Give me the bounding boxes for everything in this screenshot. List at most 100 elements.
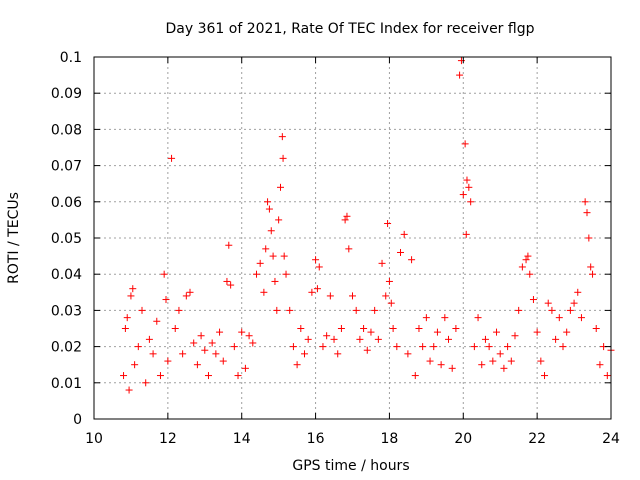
data-point <box>426 357 434 365</box>
data-point <box>134 343 142 351</box>
data-point <box>179 350 187 358</box>
data-point <box>419 343 427 351</box>
data-point <box>371 306 379 314</box>
data-point <box>252 270 260 278</box>
data-point <box>142 379 150 387</box>
data-point <box>313 285 321 293</box>
y-tick-label: 0.08 <box>51 122 82 138</box>
data-point <box>278 133 286 141</box>
data-point <box>280 252 288 260</box>
data-point <box>120 372 128 380</box>
data-points-layer <box>120 57 615 394</box>
data-point <box>123 314 131 322</box>
data-point <box>441 314 449 322</box>
data-point <box>245 332 253 340</box>
data-point <box>230 343 238 351</box>
data-point <box>153 317 161 325</box>
data-point <box>276 183 284 191</box>
data-point <box>437 361 445 369</box>
data-point <box>462 230 470 238</box>
data-point <box>570 299 578 307</box>
data-point <box>603 372 611 380</box>
x-tick-label: 16 <box>307 431 325 447</box>
data-point <box>474 314 482 322</box>
data-point <box>382 292 390 300</box>
data-point <box>493 328 501 336</box>
data-point <box>566 306 574 314</box>
data-point <box>168 154 176 162</box>
data-point <box>465 183 473 191</box>
data-point <box>537 357 545 365</box>
data-point <box>121 325 129 332</box>
data-point <box>223 277 231 285</box>
data-point <box>385 277 393 285</box>
data-point <box>400 230 408 238</box>
data-point <box>577 314 585 322</box>
data-point <box>489 357 497 365</box>
data-point <box>125 386 133 394</box>
data-point <box>529 296 537 304</box>
data-point <box>227 281 235 289</box>
y-tick-label: 0.05 <box>51 231 82 247</box>
data-point <box>363 346 371 354</box>
data-point <box>308 288 316 296</box>
data-point <box>127 292 135 300</box>
data-point <box>541 372 549 380</box>
data-point <box>129 285 137 293</box>
data-point <box>269 252 277 260</box>
data-point <box>360 325 368 332</box>
data-point <box>145 335 153 343</box>
data-point <box>289 343 297 351</box>
y-axis-label: ROTI / TECUs <box>6 192 22 284</box>
data-point <box>319 343 327 351</box>
x-tick-label: 18 <box>381 431 399 447</box>
data-point <box>511 332 519 340</box>
data-point <box>315 263 323 271</box>
data-point <box>356 335 364 343</box>
data-point <box>415 325 423 332</box>
data-point <box>279 154 287 162</box>
data-point <box>197 332 205 340</box>
data-point <box>286 306 294 314</box>
y-tick-label: 0.06 <box>51 195 82 211</box>
data-point <box>138 306 146 314</box>
data-point <box>470 343 478 351</box>
data-point <box>162 296 170 304</box>
data-point <box>526 270 534 278</box>
x-tick-label: 14 <box>233 431 251 447</box>
data-point <box>461 140 469 148</box>
data-point <box>262 245 270 253</box>
data-point <box>156 372 164 380</box>
data-point <box>592 325 600 332</box>
data-point <box>548 306 556 314</box>
data-point <box>193 361 201 369</box>
data-point <box>533 328 541 336</box>
grid-layer <box>94 57 611 419</box>
data-point <box>524 252 532 260</box>
data-point <box>300 350 308 358</box>
data-point <box>326 292 334 300</box>
data-point <box>204 372 212 380</box>
x-axis-label: GPS time / hours <box>292 458 409 474</box>
x-tick-label: 20 <box>454 431 472 447</box>
data-point <box>583 209 591 217</box>
data-point <box>408 256 416 264</box>
data-point <box>304 335 312 343</box>
data-point <box>201 346 209 354</box>
data-point <box>282 270 290 278</box>
data-point <box>504 343 512 351</box>
data-point <box>456 71 464 79</box>
data-point <box>422 314 430 322</box>
data-point <box>563 328 571 336</box>
x-tick-label: 10 <box>85 431 103 447</box>
data-point <box>507 357 515 365</box>
data-point <box>448 364 456 372</box>
data-point <box>555 314 563 322</box>
data-point <box>216 328 224 336</box>
data-point <box>225 241 233 249</box>
data-point <box>518 263 526 271</box>
data-point <box>459 191 467 199</box>
x-tick-label: 12 <box>159 431 177 447</box>
data-point <box>238 328 246 336</box>
